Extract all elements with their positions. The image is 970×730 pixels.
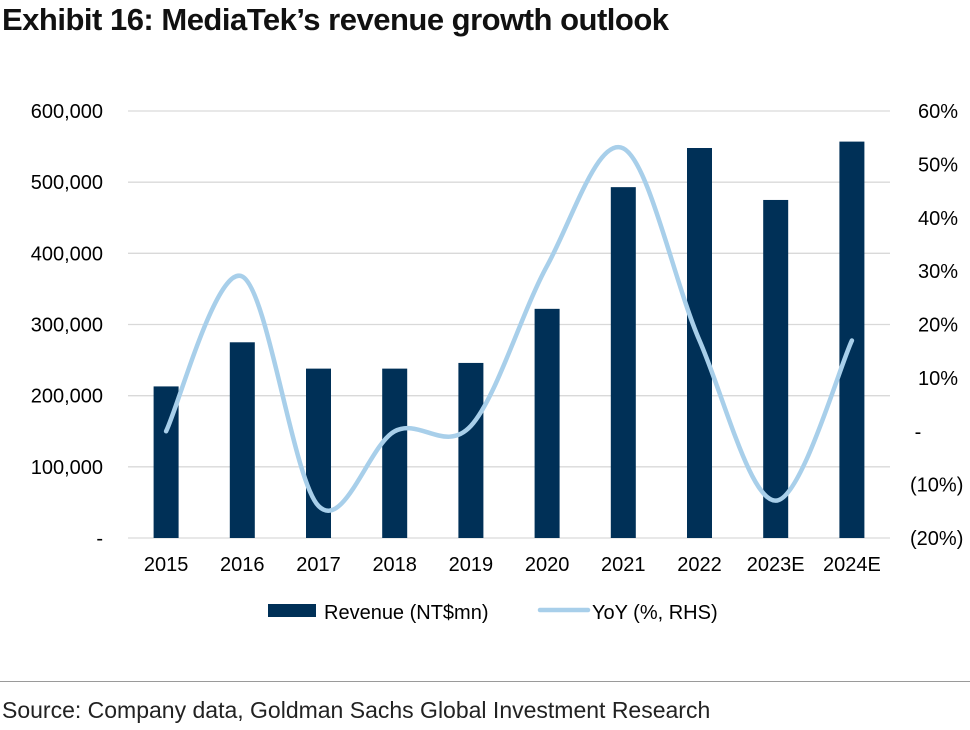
x-tick-label: 2023E: [747, 554, 805, 576]
revenue-bar: [382, 368, 408, 538]
revenue-bar: [458, 362, 484, 538]
left-tick-label: -: [96, 528, 103, 550]
bar-series: [153, 141, 865, 539]
legend-label-revenue: Revenue (NT$mn): [324, 602, 489, 624]
right-tick-label: (20%): [910, 528, 963, 550]
revenue-bar: [534, 308, 560, 538]
x-tick-label: 2017: [296, 554, 341, 576]
right-tick-label: (10%): [910, 475, 963, 497]
chart-title: Exhibit 16: MediaTek’s revenue growth ou…: [2, 2, 669, 37]
source-divider: [0, 681, 970, 682]
right-tick-label: -: [915, 421, 922, 443]
right-axis: (20%) (10%) - 10% 20% 30% 40% 50% 60%: [910, 101, 963, 550]
x-axis: 2015 2016 2017 2018 2019 2020 2021 2022 2023E 202…: [144, 554, 881, 576]
right-tick-label: 10%: [918, 368, 958, 390]
revenue-bar: [763, 199, 789, 539]
left-tick-label: 400,000: [31, 243, 103, 265]
x-tick-label: 2016: [220, 554, 265, 576]
x-tick-label: 2019: [449, 554, 494, 576]
legend-swatch-revenue: [268, 604, 316, 617]
x-tick-label: 2020: [525, 554, 570, 576]
right-tick-label: 30%: [918, 261, 958, 283]
x-tick-label: 2018: [372, 554, 417, 576]
legend-label-yoy: YoY (%, RHS): [592, 602, 718, 624]
left-tick-label: 600,000: [31, 101, 103, 123]
x-tick-label: 2021: [601, 554, 646, 576]
revenue-bar: [610, 187, 636, 539]
left-tick-label: 100,000: [31, 457, 103, 479]
x-tick-label: 2022: [677, 554, 722, 576]
legend: Revenue (NT$mn) YoY (%, RHS): [268, 602, 718, 624]
x-tick-label: 2024E: [823, 554, 881, 576]
source-note: Source: Company data, Goldman Sachs Glob…: [2, 697, 711, 723]
revenue-bar: [229, 342, 255, 538]
right-tick-label: 40%: [918, 208, 958, 230]
right-tick-label: 60%: [918, 101, 958, 123]
left-tick-label: 200,000: [31, 386, 103, 408]
gridlines: [128, 110, 890, 539]
left-axis: - 100,000 200,000 300,000 400,000 500,000 600,…: [31, 101, 103, 550]
left-tick-label: 500,000: [31, 172, 103, 194]
right-tick-label: 20%: [918, 315, 958, 337]
left-tick-label: 300,000: [31, 315, 103, 337]
chart: - 100,000 200,000 300,000 400,000 500,000 600,…: [31, 101, 964, 624]
yoy-line: [163, 144, 855, 513]
right-tick-label: 50%: [918, 154, 958, 176]
x-tick-label: 2015: [144, 554, 189, 576]
